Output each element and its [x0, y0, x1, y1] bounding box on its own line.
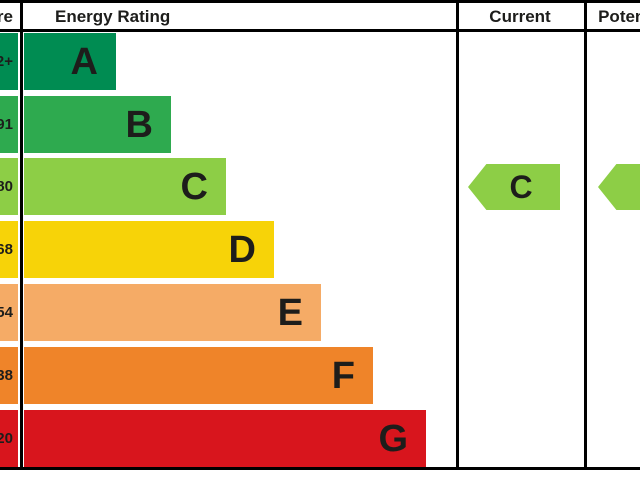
band-letter-a: A [70, 40, 98, 83]
energy-rating-header: Energy Rating [55, 7, 171, 26]
potential-column-divider [584, 0, 587, 470]
rating-bar-b: B [24, 96, 171, 153]
score-range-a: 92+ [0, 33, 18, 90]
current-rating-letter: C [509, 168, 533, 205]
score-range-g: 1-20 [0, 410, 18, 467]
band-letter-g: G [378, 417, 408, 460]
header-divider-line [0, 29, 640, 32]
rating-bar-c: C [24, 158, 226, 215]
rating-bar-g: G [24, 410, 426, 467]
rating-bar-d: D [24, 221, 274, 278]
rating-bar-e: E [24, 284, 321, 341]
score-range-f: 21-38 [0, 347, 18, 404]
potential-column-header: Potential [598, 7, 640, 26]
band-letter-f: F [331, 354, 355, 397]
score-range-c: 69-80 [0, 158, 18, 215]
current-column-divider [456, 0, 459, 470]
current-column-header: Current [489, 7, 551, 26]
score-column-header: Score [0, 7, 13, 26]
score-column-divider [20, 0, 23, 470]
potential-rating-arrow: C [598, 164, 640, 210]
score-range-b: 81-91 [0, 96, 18, 153]
rating-bar-a: A [24, 33, 116, 90]
band-letter-e: E [277, 291, 303, 334]
bottom-border-line [0, 467, 640, 470]
score-range-d: 55-68 [0, 221, 18, 278]
band-letter-d: D [228, 228, 256, 271]
top-border-line [0, 0, 640, 3]
rating-bar-f: F [24, 347, 373, 404]
band-letter-b: B [125, 103, 153, 146]
current-rating-arrow: C [468, 164, 560, 210]
score-range-e: 39-54 [0, 284, 18, 341]
band-letter-c: C [180, 165, 208, 208]
